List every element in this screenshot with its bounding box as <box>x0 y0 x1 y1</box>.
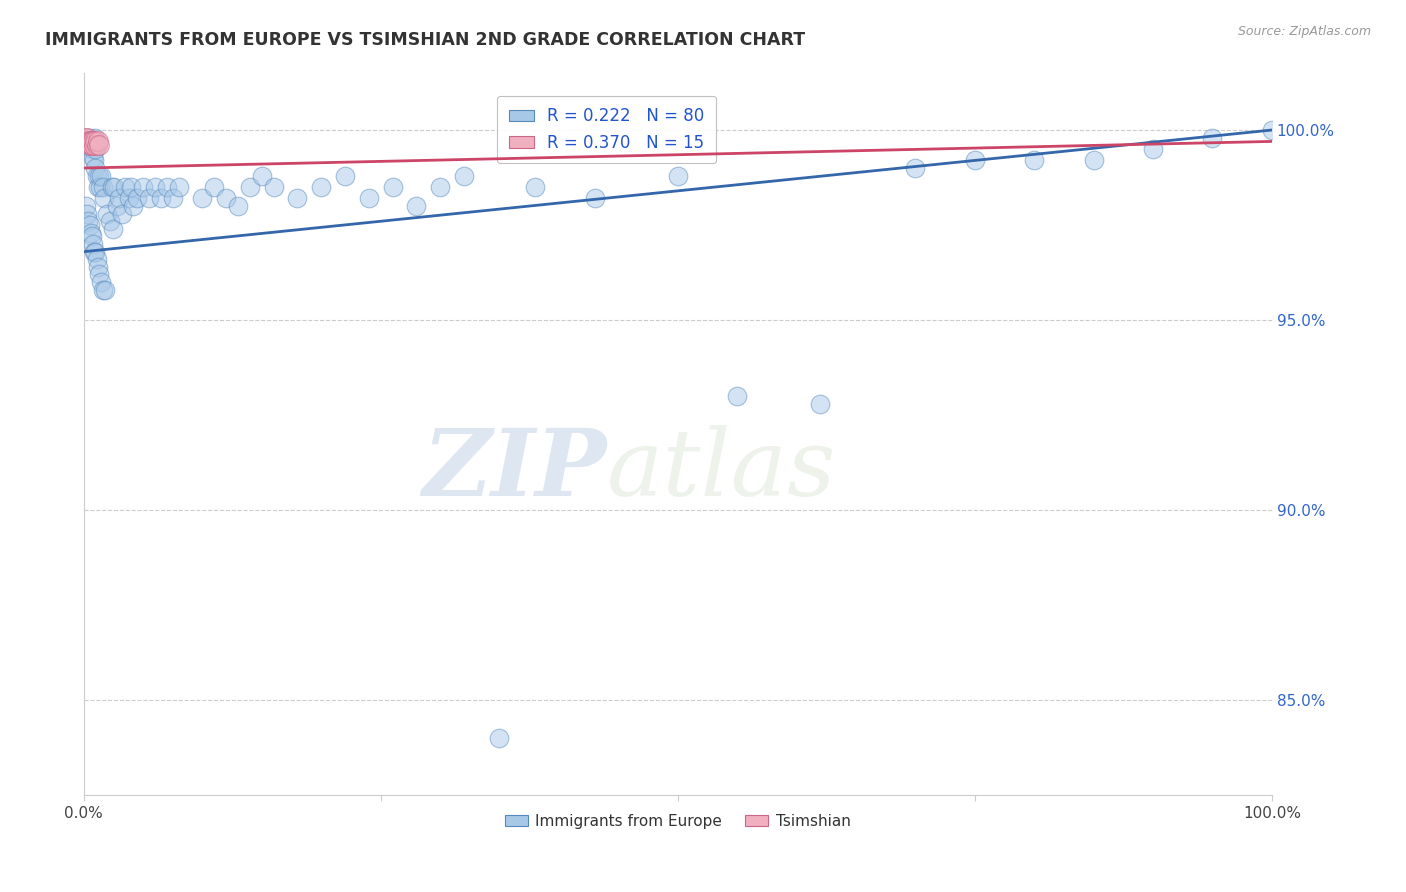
Point <box>103 180 125 194</box>
Point <box>96 207 118 221</box>
Point <box>83 244 105 259</box>
Point <box>87 135 110 149</box>
Point <box>143 180 166 194</box>
Point <box>84 244 107 259</box>
Point <box>87 260 110 274</box>
Point <box>429 180 451 194</box>
Point <box>80 229 103 244</box>
Point <box>309 180 332 194</box>
Point <box>94 283 117 297</box>
Text: atlas: atlas <box>606 425 837 516</box>
Point <box>77 214 100 228</box>
Point <box>167 180 190 194</box>
Point <box>80 135 103 149</box>
Point <box>524 180 547 194</box>
Point <box>86 252 108 267</box>
Point <box>101 180 124 194</box>
Point <box>90 275 112 289</box>
Point <box>162 191 184 205</box>
Point <box>89 180 111 194</box>
Point <box>156 180 179 194</box>
Point <box>114 180 136 194</box>
Point <box>202 180 225 194</box>
Point <box>357 191 380 205</box>
Point <box>84 161 107 175</box>
Point <box>83 153 105 168</box>
Point <box>105 199 128 213</box>
Point <box>1261 123 1284 137</box>
Point <box>122 199 145 213</box>
Point <box>149 191 172 205</box>
Point <box>86 169 108 183</box>
Point <box>381 180 404 194</box>
Point <box>87 169 110 183</box>
Point <box>110 207 132 221</box>
Point <box>93 191 115 205</box>
Point <box>84 130 107 145</box>
Point <box>79 138 101 153</box>
Point <box>103 222 125 236</box>
Point <box>904 161 927 175</box>
Point <box>84 135 107 149</box>
Point <box>83 138 105 153</box>
Point <box>1201 130 1223 145</box>
Point <box>82 150 104 164</box>
Point <box>77 135 100 149</box>
Point <box>808 397 831 411</box>
Point <box>666 169 689 183</box>
Point <box>405 199 427 213</box>
Point <box>98 214 121 228</box>
Point <box>80 142 103 156</box>
Point <box>1083 153 1105 168</box>
Point <box>87 138 110 153</box>
Point <box>90 169 112 183</box>
Point <box>80 138 103 153</box>
Text: ZIP: ZIP <box>422 425 606 516</box>
Point <box>132 180 155 194</box>
Point <box>84 142 107 156</box>
Point <box>76 207 98 221</box>
Point <box>82 135 104 149</box>
Point <box>76 130 98 145</box>
Point <box>215 191 238 205</box>
Point <box>108 191 131 205</box>
Point <box>82 237 104 252</box>
Point <box>120 180 142 194</box>
Point <box>79 218 101 232</box>
Point <box>263 180 285 194</box>
Point <box>91 283 114 297</box>
Point <box>75 130 97 145</box>
Point <box>80 226 103 240</box>
Point <box>138 191 160 205</box>
Point <box>87 268 110 282</box>
Point <box>80 135 103 149</box>
Point <box>86 138 108 153</box>
Point <box>80 138 103 153</box>
Point <box>583 191 606 205</box>
Point <box>191 191 214 205</box>
Point <box>239 180 262 194</box>
Point <box>1142 142 1164 156</box>
Point <box>79 135 101 149</box>
Text: Source: ZipAtlas.com: Source: ZipAtlas.com <box>1237 25 1371 38</box>
Point <box>1024 153 1046 168</box>
Point <box>287 191 309 205</box>
Point <box>226 199 249 213</box>
Point <box>75 199 97 213</box>
Point <box>79 130 101 145</box>
Point <box>725 389 748 403</box>
Point <box>250 169 273 183</box>
Point <box>333 169 356 183</box>
Point <box>125 191 148 205</box>
Point <box>91 180 114 194</box>
Point <box>488 731 510 746</box>
Point <box>118 191 141 205</box>
Point <box>87 180 110 194</box>
Point <box>80 138 103 153</box>
Point <box>963 153 986 168</box>
Text: IMMIGRANTS FROM EUROPE VS TSIMSHIAN 2ND GRADE CORRELATION CHART: IMMIGRANTS FROM EUROPE VS TSIMSHIAN 2ND … <box>45 31 806 49</box>
Point <box>453 169 475 183</box>
Legend: Immigrants from Europe, Tsimshian: Immigrants from Europe, Tsimshian <box>499 807 856 835</box>
